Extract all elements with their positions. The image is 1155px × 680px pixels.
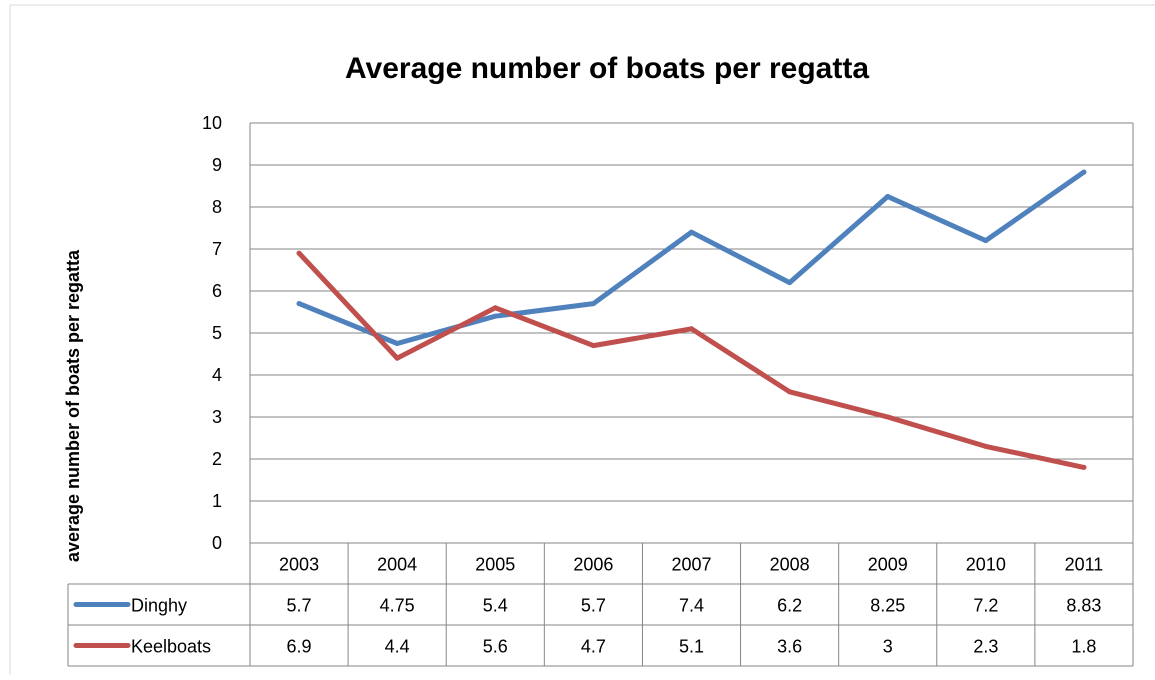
y-tick-label: 3 — [212, 407, 222, 427]
table-cell-value: 6.9 — [287, 637, 312, 657]
x-tick-label: 2004 — [377, 555, 417, 575]
data-point-keelboats — [983, 443, 989, 449]
data-point-dinghy — [296, 301, 302, 307]
data-point-keelboats — [885, 414, 891, 420]
y-tick-label: 10 — [202, 113, 222, 133]
y-tick-label: 5 — [212, 323, 222, 343]
table-cell-value: 5.7 — [581, 596, 606, 616]
table-cell-value: 4.7 — [581, 637, 606, 657]
chart-title: Average number of boats per regatta — [345, 52, 869, 85]
table-cell-value: 4.4 — [385, 637, 410, 657]
x-tick-label: 2005 — [475, 555, 515, 575]
table-cell-value: 3 — [883, 637, 893, 657]
data-point-dinghy — [885, 194, 891, 199]
data-point-keelboats — [296, 250, 302, 256]
gridlines — [249, 122, 1134, 666]
x-tick-label: 2003 — [279, 555, 319, 575]
legend-label: Dinghy — [131, 596, 187, 616]
data-point-dinghy — [590, 301, 596, 307]
data-point-keelboats — [590, 343, 596, 349]
data-point-dinghy — [983, 238, 989, 244]
y-axis-label: average number of boats per regatta — [63, 249, 83, 562]
y-tick-label: 2 — [212, 449, 222, 469]
y-tick-label: 8 — [212, 197, 222, 217]
x-tick-label: 2008 — [770, 555, 810, 575]
table-cell-value: 5.1 — [679, 637, 704, 657]
data-point-keelboats — [1081, 464, 1087, 470]
x-tick-label: 2011 — [1065, 555, 1104, 575]
y-tick-label: 9 — [212, 155, 222, 175]
series-lines — [296, 169, 1087, 470]
table-cell-value: 8.83 — [1066, 596, 1101, 616]
table-cell-value: 2.3 — [973, 637, 998, 657]
table-cell-value: 5.7 — [287, 596, 312, 616]
data-point-keelboats — [492, 305, 498, 311]
table-cell-value: 3.6 — [777, 637, 802, 657]
table-cell-value: 8.25 — [870, 596, 905, 616]
table-cell-value: 6.2 — [777, 596, 802, 616]
table-cell-value: 5.6 — [483, 637, 508, 657]
x-tick-label: 2009 — [868, 555, 908, 575]
table-cell-value: 1.8 — [1071, 637, 1096, 657]
data-table: 2003 2004 2005 2006 2007 2008 2009 2010 2011 Ding… — [67, 542, 1134, 667]
table-cell-value: 7.2 — [973, 596, 998, 616]
data-point-dinghy — [787, 280, 793, 286]
y-tick-label: 0 — [212, 533, 222, 553]
data-point-dinghy — [689, 229, 694, 235]
y-axis-ticks: 0 1 2 3 4 5 6 7 8 9 10 — [202, 113, 222, 553]
x-tick-label: 2007 — [671, 555, 711, 575]
legend-label: Keelboats — [131, 637, 211, 657]
y-tick-label: 4 — [212, 365, 222, 385]
y-tick-label: 7 — [212, 239, 222, 259]
table-cell-value: 7.4 — [679, 596, 704, 616]
data-point-dinghy — [394, 341, 400, 346]
data-point-dinghy — [492, 313, 498, 319]
data-point-keelboats — [689, 326, 694, 332]
x-tick-label: 2006 — [573, 555, 613, 575]
y-tick-label: 6 — [212, 281, 222, 301]
data-point-keelboats — [787, 389, 793, 395]
y-tick-label: 1 — [212, 491, 222, 511]
data-point-keelboats — [394, 355, 400, 361]
data-point-dinghy — [1081, 169, 1087, 175]
table-cell-value: 5.4 — [483, 596, 508, 616]
table-cell-value: 4.75 — [380, 596, 415, 616]
x-tick-label: 2010 — [966, 555, 1006, 575]
